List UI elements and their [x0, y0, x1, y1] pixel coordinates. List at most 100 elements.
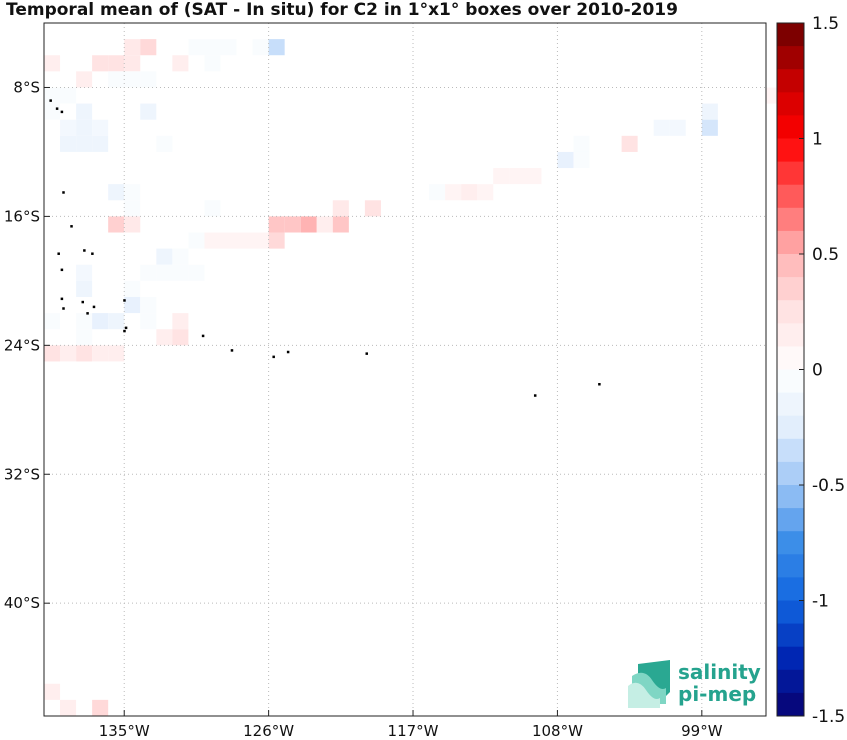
y-tick-label: 40°S [4, 594, 40, 612]
data-cell [92, 313, 109, 330]
colorbar-swatch [777, 207, 804, 232]
data-cell [268, 216, 285, 233]
data-cell [60, 87, 77, 104]
colorbar-swatch [777, 600, 804, 625]
data-cell [332, 216, 349, 233]
data-cell [76, 345, 93, 362]
data-cell [268, 39, 285, 56]
data-cell [172, 264, 189, 281]
colorbar-swatch [777, 138, 804, 163]
island-marker [49, 99, 52, 102]
data-cell [140, 313, 157, 330]
x-tick-label: 135°W [99, 722, 150, 740]
data-cell [76, 313, 93, 330]
colorbar-swatch [777, 485, 804, 509]
data-cell [156, 329, 173, 346]
salinity-pi-mep-logo: salinity pi-mep [626, 658, 766, 710]
data-cell [188, 39, 205, 56]
data-cell [461, 184, 478, 201]
colorbar-tick-label: -0.5 [812, 476, 845, 496]
data-cell [44, 55, 61, 72]
data-cell [252, 232, 269, 249]
data-cell [236, 232, 253, 249]
colorbar-swatch [777, 623, 804, 648]
colorbar: 1.5 1 0.5 0 -0.5 -1 -1.5 [776, 14, 845, 727]
y-tick-label: 32°S [4, 465, 40, 483]
colorbar-swatch [777, 346, 804, 370]
data-cell [92, 55, 109, 72]
colorbar-swatch [777, 277, 804, 301]
island-marker [123, 329, 126, 333]
colorbar-swatch [777, 46, 804, 70]
island-marker [60, 110, 64, 114]
data-cell [156, 264, 173, 281]
island-marker [57, 252, 60, 255]
island-marker [62, 307, 65, 310]
y-tick-label: 16°S [4, 207, 40, 225]
data-cell [204, 200, 221, 217]
data-cell [172, 248, 189, 265]
colorbar-swatch [777, 92, 804, 116]
island-marker [60, 297, 64, 301]
gridlines [44, 23, 766, 716]
data-cell [60, 119, 77, 136]
data-cell [124, 200, 141, 217]
colorbar-tick-label: 1 [812, 130, 823, 150]
data-cell [76, 103, 93, 120]
colorbar-swatch [777, 300, 804, 324]
data-cell [76, 119, 93, 136]
data-cell [124, 216, 141, 233]
data-cell [653, 119, 670, 136]
colorbar-swatch [777, 184, 804, 209]
data-cell [284, 216, 301, 233]
island-marker [365, 352, 368, 355]
data-cell [701, 119, 718, 136]
data-cell [509, 168, 526, 185]
colorbar-swatch [777, 23, 804, 47]
data-cell [172, 313, 189, 330]
data-cell [252, 39, 269, 56]
data-cell [573, 151, 590, 169]
data-cell [108, 345, 125, 362]
data-cell [92, 345, 109, 362]
data-cell [44, 683, 61, 700]
data-cell [140, 39, 157, 56]
colorbar-swatch [777, 115, 804, 139]
data-cell [140, 71, 157, 88]
data-cell [188, 264, 205, 281]
data-cell [140, 103, 157, 120]
island-marker [70, 225, 73, 228]
island-marker [123, 299, 126, 302]
data-cell [493, 168, 510, 185]
colorbar-swatch [777, 323, 804, 347]
data-cell [44, 103, 61, 120]
island-marker [124, 326, 128, 330]
island-marker [91, 252, 94, 255]
island-marker [201, 334, 205, 338]
data-cell [124, 39, 141, 56]
colorbar-tick-label: 0.5 [812, 245, 839, 265]
data-cell [140, 264, 157, 281]
data-cell [573, 135, 590, 152]
data-cell [108, 216, 125, 233]
y-tick-label: 24°S [4, 336, 40, 354]
map-frame [43, 22, 767, 717]
data-cell [525, 168, 542, 185]
colorbar-swatch [777, 461, 804, 486]
data-cell [92, 135, 109, 152]
logo-line-1: salinity [678, 660, 761, 684]
data-cell [44, 87, 61, 104]
data-cell [445, 184, 462, 201]
colorbar-swatch [777, 577, 804, 601]
data-cell [124, 184, 141, 201]
logo-wave-icon [628, 660, 670, 708]
chart-title: Temporal mean of (SAT - In situ) for C2 … [6, 0, 678, 20]
colorbar-swatch [777, 254, 804, 278]
data-cell [477, 184, 494, 201]
data-cell [76, 135, 93, 152]
data-cell [172, 55, 189, 72]
data-cell [44, 313, 61, 330]
data-cell [557, 151, 574, 169]
data-cell [60, 135, 77, 152]
